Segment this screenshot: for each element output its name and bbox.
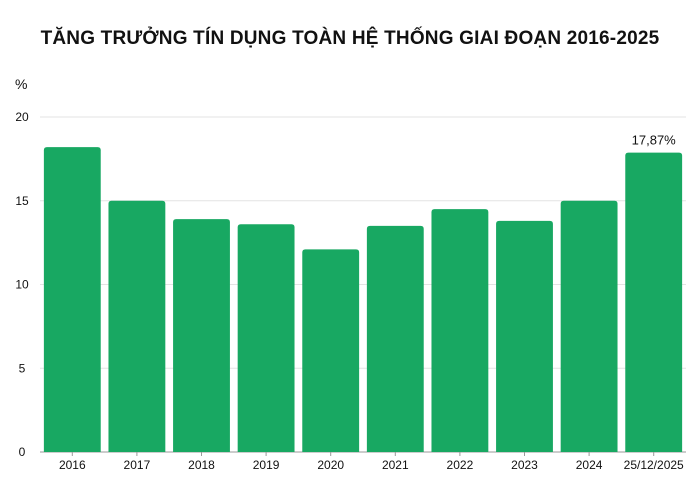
bar-2017 xyxy=(108,200,166,452)
x-tick-label: 2018 xyxy=(188,458,215,472)
y-tick-label: 15 xyxy=(15,194,29,208)
x-tick-label: 2016 xyxy=(59,458,86,472)
y-tick-label: 0 xyxy=(19,445,26,459)
bar-25-12-2025 xyxy=(625,152,683,453)
x-tick-label: 25/12/2025 xyxy=(624,458,684,472)
bar-2024 xyxy=(560,200,618,452)
x-tick-label: 2020 xyxy=(317,458,344,472)
x-tick-label: 2022 xyxy=(447,458,474,472)
bar-2018 xyxy=(173,219,230,452)
x-tick-label: 2024 xyxy=(576,458,603,472)
y-tick-label: 5 xyxy=(19,361,26,375)
x-tick-label: 2021 xyxy=(382,458,409,472)
bar-2019 xyxy=(237,224,295,452)
y-tick-label: 20 xyxy=(15,110,29,124)
bar-2023 xyxy=(496,220,553,452)
bar-2020 xyxy=(302,249,360,452)
y-tick-label: 10 xyxy=(15,278,29,292)
chart-title: TĂNG TRƯỞNG TÍN DỤNG TOÀN HỆ THỐNG GIAI … xyxy=(40,28,660,49)
bar-2016 xyxy=(43,147,101,452)
bar-2021 xyxy=(366,225,424,452)
x-tick-label: 2023 xyxy=(511,458,538,472)
x-tick-label: 2017 xyxy=(124,458,151,472)
data-label: 17,87% xyxy=(632,133,677,148)
bar-2022 xyxy=(431,209,489,452)
y-axis-unit-label: % xyxy=(15,76,28,92)
x-tick-label: 2019 xyxy=(253,458,280,472)
